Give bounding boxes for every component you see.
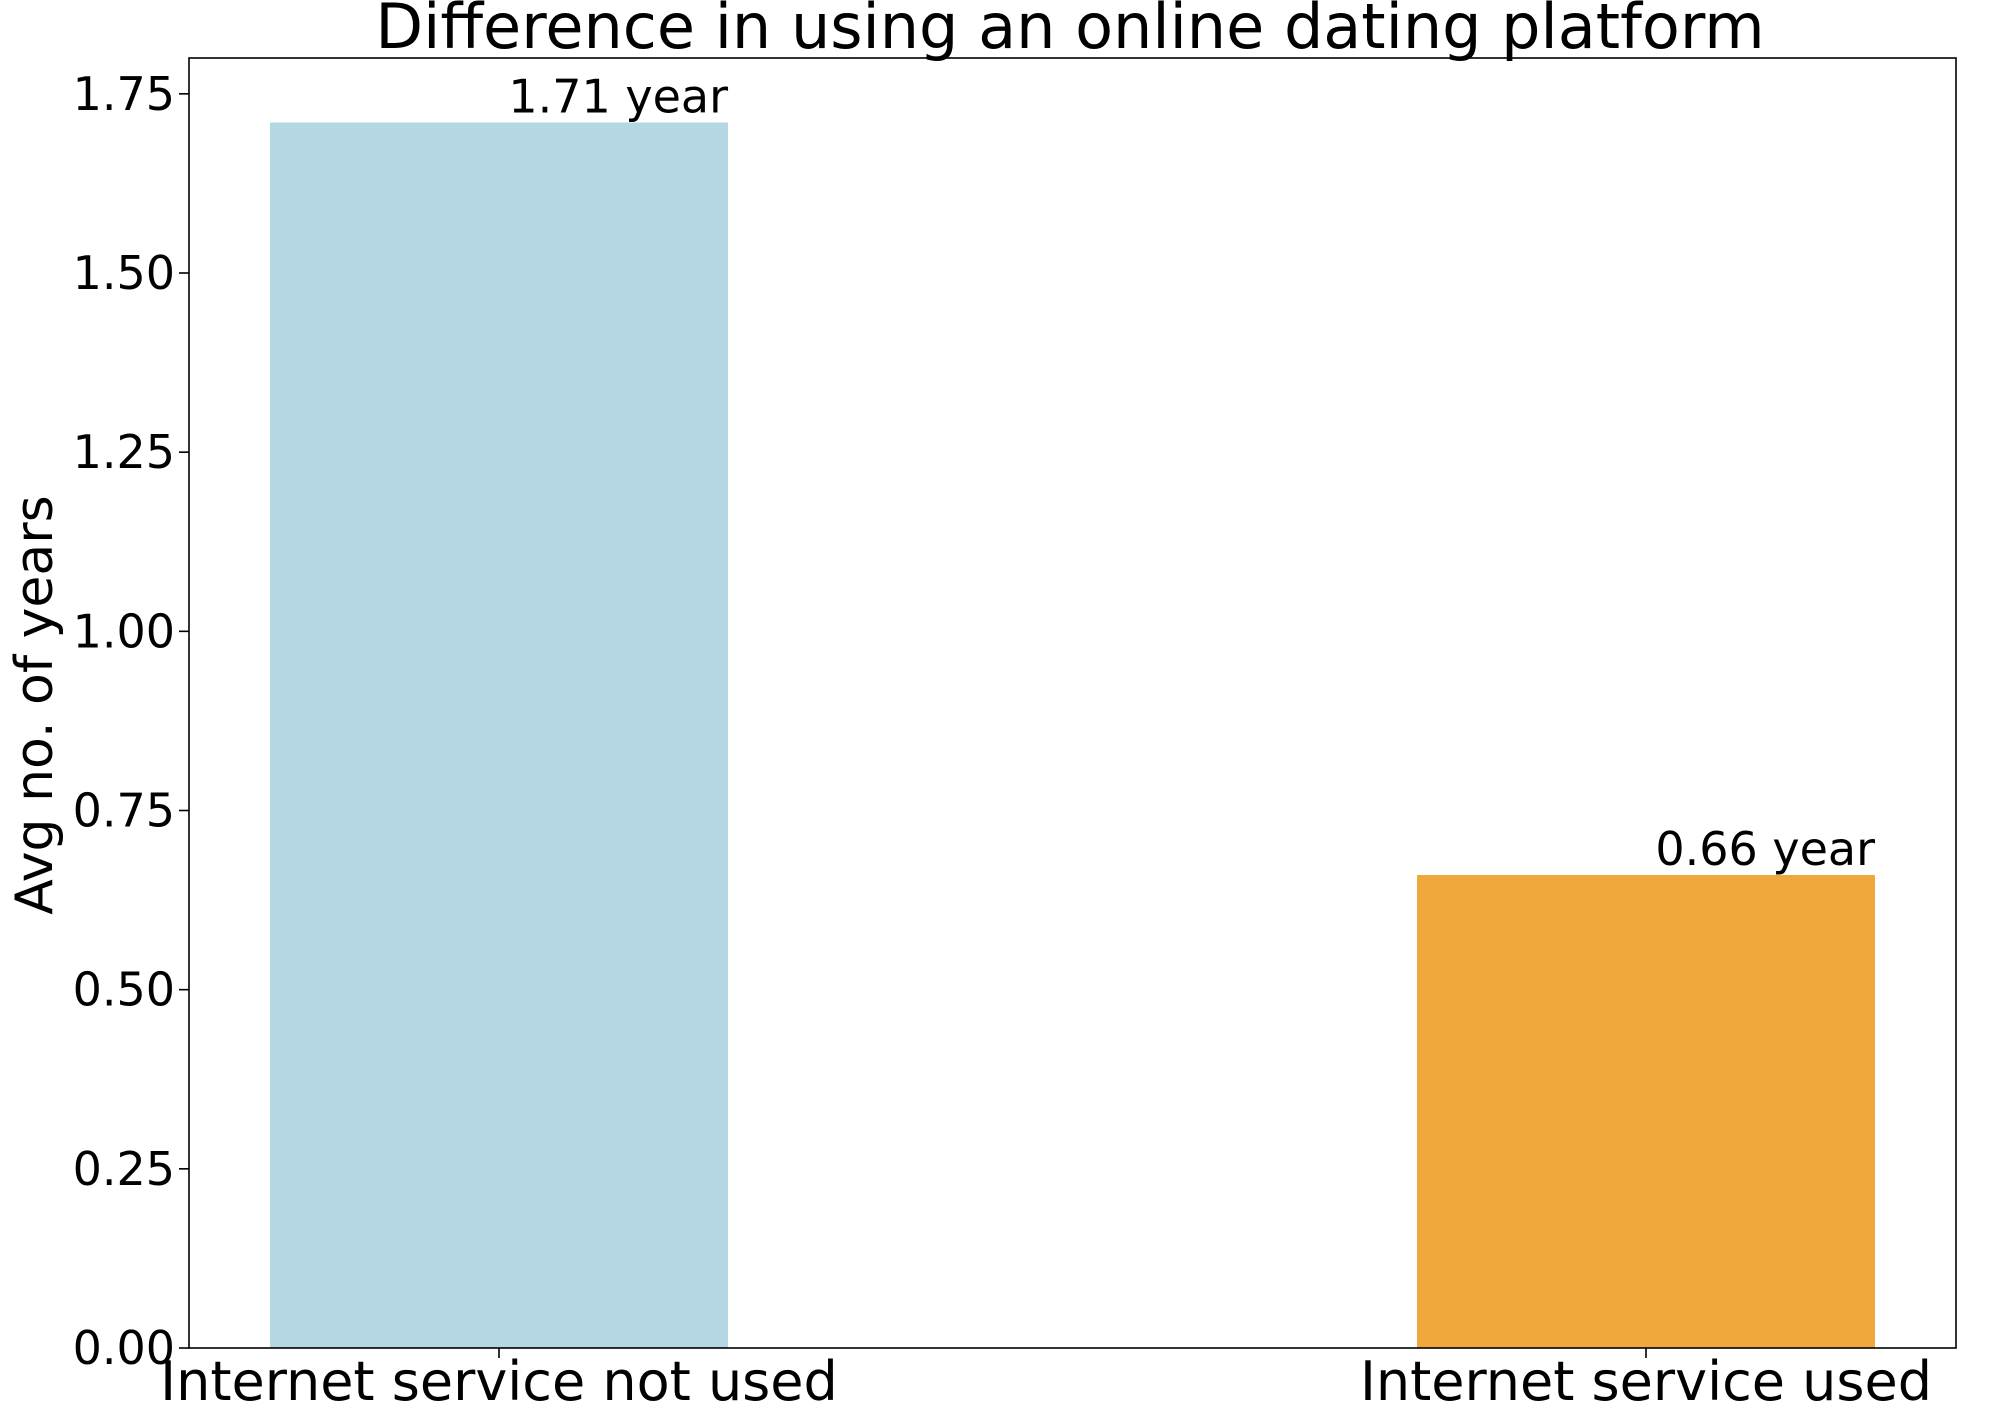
y-tick-label: 1.75	[73, 67, 175, 121]
y-tick-label: 0.50	[73, 963, 175, 1017]
x-tick-label: Internet service used	[1360, 1350, 1932, 1406]
y-axis-label: Avg no. of years	[5, 495, 65, 915]
y-tick-label: 0.00	[73, 1321, 175, 1375]
plot-area: 0.00 0.25 0.50 0.75 1.00 1.25 1.50 1.75 1.71 yea…	[73, 67, 1932, 1406]
bar-1	[270, 122, 728, 1348]
y-tick-label: 0.25	[73, 1142, 175, 1196]
bar-data-label: 1.71 year	[508, 70, 728, 124]
y-tick-label: 0.75	[73, 784, 175, 838]
bar-data-label: 0.66 year	[1655, 822, 1875, 876]
y-tick-label: 1.50	[73, 246, 175, 300]
bar-2	[1417, 875, 1875, 1348]
y-tick-label: 1.25	[73, 425, 175, 479]
y-tick-label: 1.00	[73, 604, 175, 658]
x-tick-label: Internet service not used	[160, 1350, 838, 1406]
plot-frame	[188, 57, 1957, 1349]
chart-title: Difference in using an online dating pla…	[375, 0, 1764, 63]
